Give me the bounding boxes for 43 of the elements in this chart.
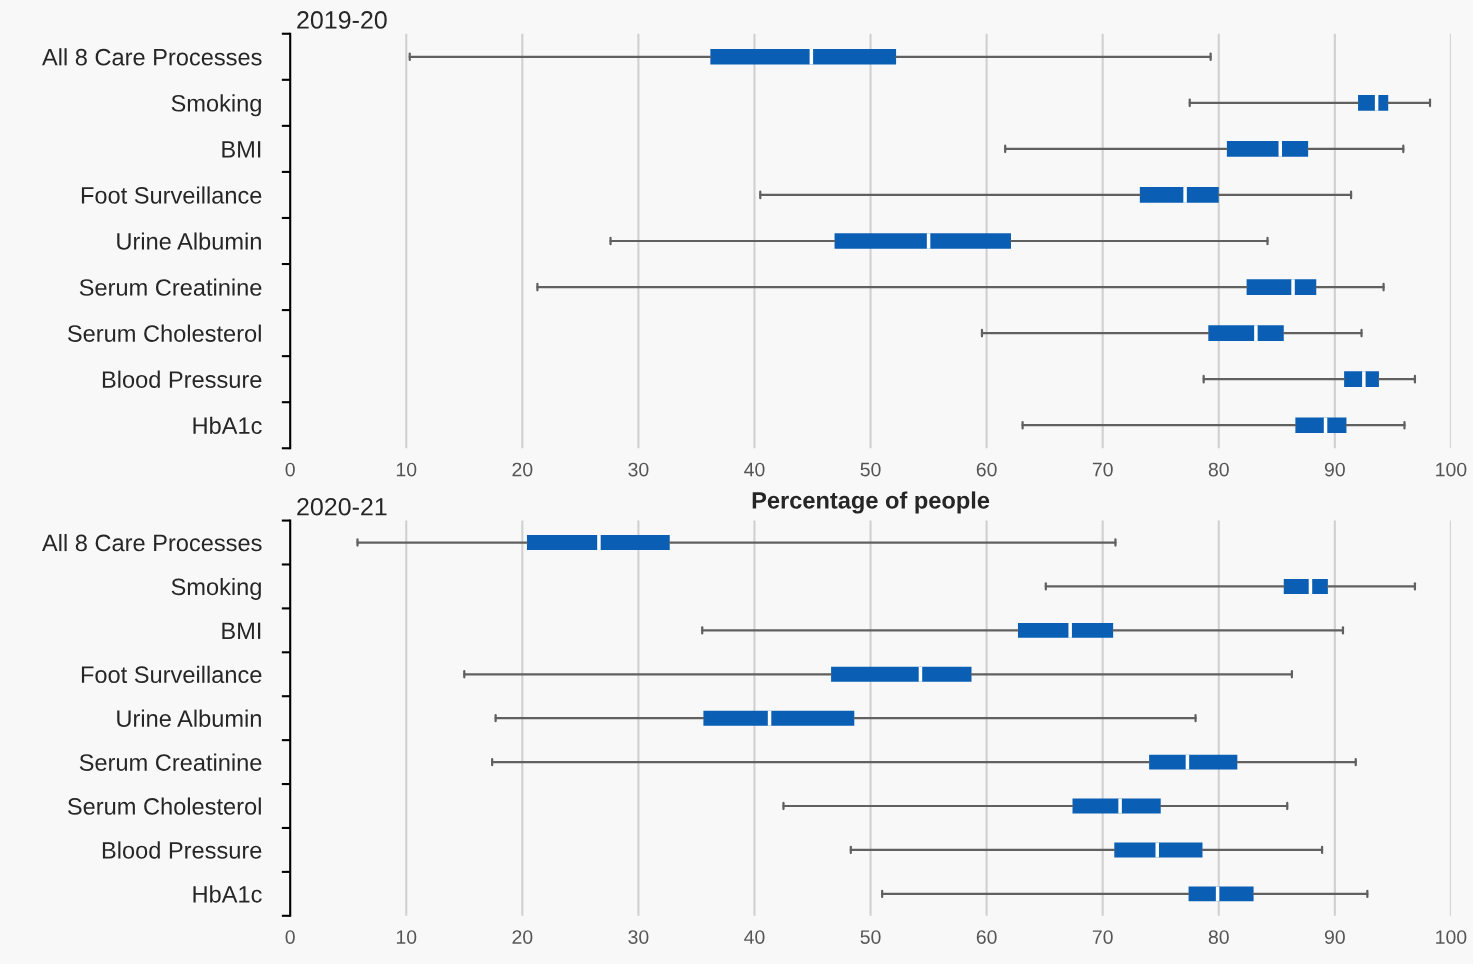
x-tick-label: 20 [512, 462, 533, 477]
x-tick-label: 30 [628, 462, 649, 477]
y-tick-label: Serum Cholesterol [67, 324, 261, 342]
y-tick-label: All 8 Care Processes [42, 533, 262, 552]
chart-title: 2020-21 [297, 497, 387, 516]
x-tick-label: 90 [1324, 930, 1345, 944]
x-tick-label: 80 [1208, 930, 1229, 944]
y-tick-label: Serum Creatinine [79, 753, 262, 771]
y-tick-label: HbA1c [193, 416, 262, 435]
x-tick-label: 30 [628, 930, 649, 944]
x-tick-label: 20 [512, 930, 533, 944]
y-tick-label: Foot Surveillance [81, 665, 262, 684]
x-tick-label: 10 [396, 462, 417, 477]
y-tick-label: Blood Pressure [102, 841, 262, 859]
y-tick-label: Serum Cholesterol [67, 797, 261, 815]
y-tick-label: BMI [222, 622, 261, 639]
x-tick-label: 90 [1324, 462, 1345, 477]
y-tick-label: Urine Albumin [117, 232, 261, 250]
x-tick-label: 60 [976, 930, 997, 944]
x-tick-label: 40 [744, 930, 765, 944]
x-tick-label: 50 [860, 462, 881, 477]
y-tick-label: BMI [222, 141, 261, 158]
y-tick-label: Foot Surveillance [81, 186, 262, 204]
y-tick-label: Blood Pressure [102, 370, 262, 388]
x-tick-label: 50 [860, 930, 881, 944]
x-tick-label: 0 [285, 462, 295, 477]
y-tick-label: Urine Albumin [117, 709, 261, 727]
x-tick-label: 70 [1092, 462, 1113, 477]
x-tick-label: 80 [1208, 462, 1229, 477]
y-tick-label: HbA1c [193, 885, 262, 903]
chart-title: 2019-20 [297, 11, 387, 29]
x-tick-label: 100 [1436, 930, 1467, 944]
y-tick-label: Smoking [171, 94, 261, 117]
x-tick-label: 60 [976, 462, 997, 477]
y-tick-label: Smoking [171, 577, 261, 600]
x-tick-label: 70 [1092, 930, 1113, 944]
y-tick-label: Serum Creatinine [79, 278, 262, 296]
x-tick-label: 40 [744, 462, 765, 477]
x-tick-label: 100 [1436, 462, 1467, 477]
x-tick-label: 10 [396, 930, 417, 944]
x-tick-label: 0 [285, 930, 295, 944]
y-tick-label: All 8 Care Processes [42, 48, 262, 66]
x-axis-title: Percentage of people [752, 491, 990, 514]
